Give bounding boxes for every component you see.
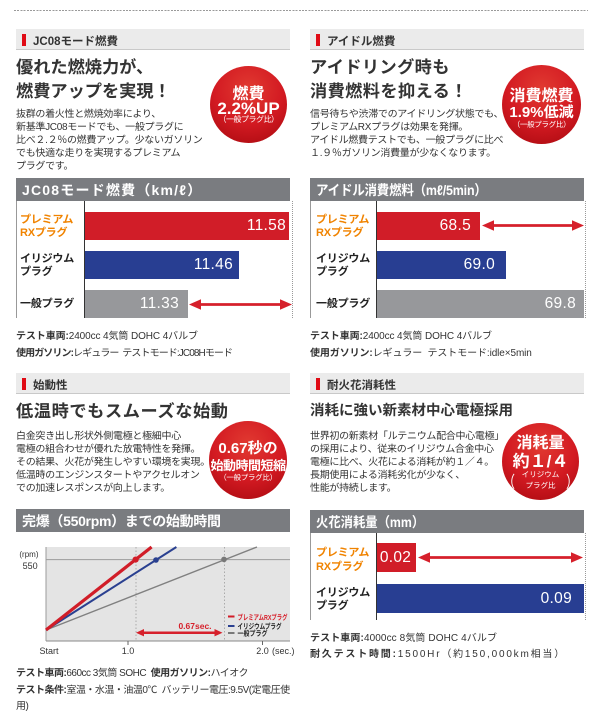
svg-text:プレミアムRXプラグ: プレミアムRXプラグ bbox=[238, 613, 288, 622]
svg-text:550: 550 bbox=[23, 561, 38, 571]
svg-text:一般プラグ: 一般プラグ bbox=[238, 629, 268, 638]
svg-text:(rpm): (rpm) bbox=[19, 550, 38, 559]
svg-text:イリジウムプラグ: イリジウムプラグ bbox=[238, 622, 282, 631]
svg-text:1.0: 1.0 bbox=[122, 646, 135, 656]
svg-text:Start: Start bbox=[39, 646, 59, 656]
svg-text:(sec.): (sec.) bbox=[272, 646, 295, 656]
svg-text:2.0: 2.0 bbox=[256, 646, 269, 656]
svg-text:0.67sec.: 0.67sec. bbox=[178, 621, 211, 631]
